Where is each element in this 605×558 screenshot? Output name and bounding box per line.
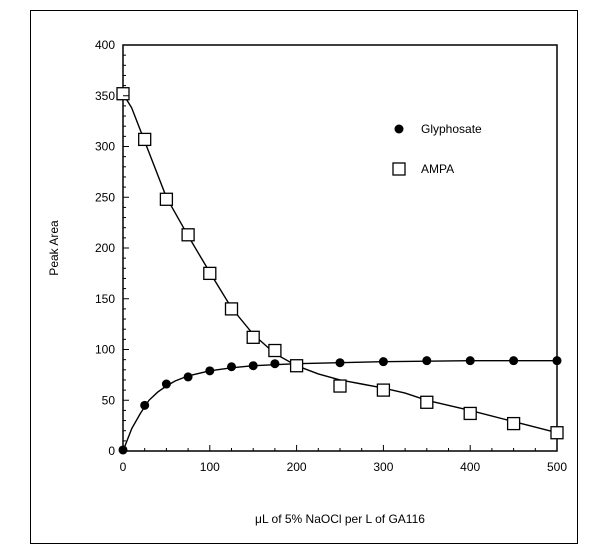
x-tick-label: 300 [373,460,393,474]
data-point-glyphosate [140,400,150,410]
chart-svg: 0 50 100 150 200 250 300 350 400 0 100 200 300 400 500… [47,38,567,526]
data-point-ampa [159,192,174,206]
data-point-glyphosate [335,358,345,368]
data-point-ampa [116,87,130,101]
legend-marker-glyphosate [394,124,404,134]
legend-label-glyphosate: Glyphosate [421,122,482,136]
x-tick-label: 500 [547,460,567,474]
y-tick-label: 200 [95,241,115,255]
legend-marker-ampa [392,162,406,176]
y-axis-title: Peak Area [47,220,61,276]
data-point-ampa [224,302,239,316]
y-tick-label: 250 [95,190,115,204]
data-point-ampa [268,343,282,358]
data-point-ampa [420,395,434,409]
data-point-ampa [138,132,152,147]
data-point-ampa [506,416,521,431]
data-point-ampa [246,330,260,344]
x-axis-title: μL of 5% NaOCl per L of GA116 [255,512,425,526]
data-markers [116,87,564,455]
x-tick-label: 200 [287,460,307,474]
x-tick-label: 100 [200,460,220,474]
legend: Glyphosate AMPA [392,122,482,176]
data-point-glyphosate [205,366,215,376]
data-point-glyphosate [248,361,258,371]
data-point-glyphosate [509,356,519,366]
x-tick-label: 0 [120,460,127,474]
data-point-ampa [203,266,217,281]
data-point-ampa [376,383,391,397]
data-point-ampa [181,228,195,242]
x-tick-label: 400 [460,460,480,474]
y-tick-label: 350 [95,89,115,103]
data-point-glyphosate [465,356,475,366]
data-point-glyphosate [161,379,171,389]
y-tick-label: 150 [95,292,115,306]
data-point-ampa [333,379,347,393]
y-tick-label: 50 [102,393,116,407]
data-point-glyphosate [552,356,562,366]
data-point-glyphosate [270,359,280,369]
legend-label-ampa: AMPA [421,162,454,176]
data-point-ampa [289,359,304,373]
axes: 0 50 100 150 200 250 300 350 400 0 100 200 300 400 500 [95,38,567,474]
fit-curves [122,93,558,452]
data-point-glyphosate [227,362,236,372]
y-tick-label: 0 [108,444,115,458]
data-point-ampa [463,406,477,421]
data-point-glyphosate [183,372,193,382]
chart-frame: 0 50 100 150 200 250 300 350 400 0 100 200 300 400 500… [30,10,578,544]
y-tick-label: 100 [95,343,115,357]
data-point-ampa [550,426,564,440]
data-point-glyphosate [422,356,432,366]
y-tick-label: 400 [95,38,115,52]
y-tick-label: 300 [95,140,115,154]
data-point-glyphosate [378,357,388,367]
